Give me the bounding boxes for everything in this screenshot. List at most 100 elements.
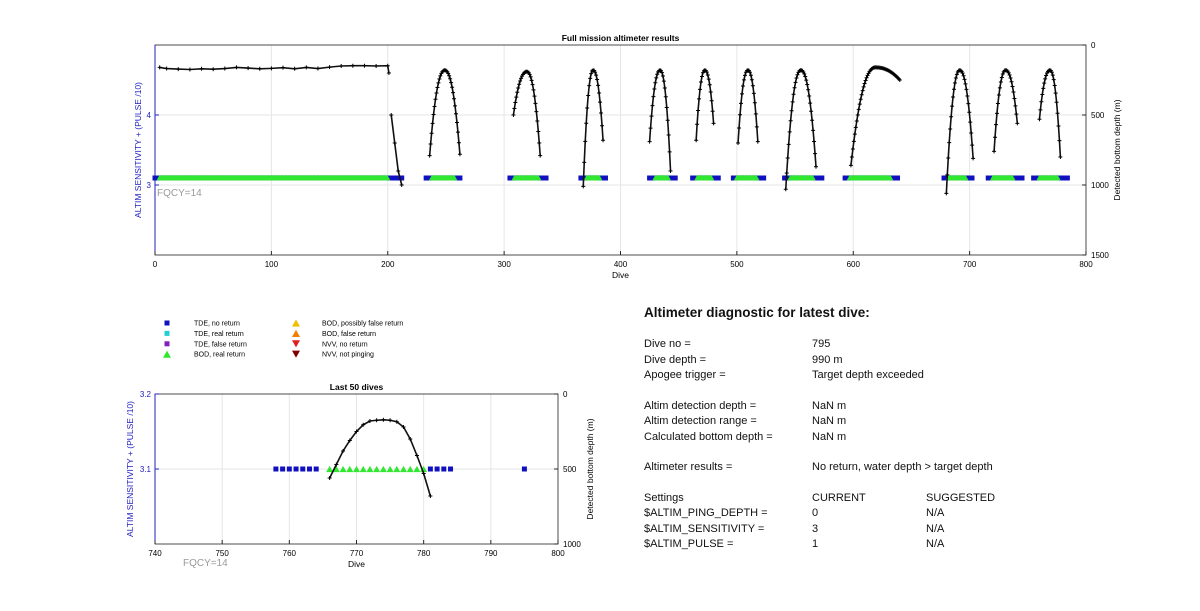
- depth-point: [711, 121, 716, 126]
- depth-point: [1043, 76, 1048, 81]
- apogee-value: Target depth exceeded: [812, 369, 924, 381]
- depth-point: [374, 64, 379, 68]
- bod-real-return-marker: [326, 465, 334, 473]
- legend-marker-tde-no-return: [164, 320, 170, 326]
- bod-real-return-marker: [535, 174, 542, 181]
- depth-point: [388, 418, 393, 423]
- depth-point: [361, 422, 366, 427]
- depth-point: [385, 63, 390, 68]
- depth-point: [1012, 96, 1017, 101]
- depth-point: [661, 79, 666, 84]
- depth-point: [362, 63, 367, 68]
- depth-point: [649, 114, 654, 119]
- depth-point: [651, 94, 656, 99]
- pulse-label: $ALTIM_PULSE =: [644, 538, 734, 550]
- depth-point: [533, 101, 538, 106]
- depth-point: [964, 87, 969, 92]
- depth-point: [652, 87, 657, 92]
- depth-point: [807, 93, 812, 98]
- depth-point: [408, 437, 413, 441]
- depth-point: [993, 135, 998, 140]
- tde-no-return-marker: [819, 175, 825, 181]
- depth-point: [1040, 92, 1045, 97]
- depth-point: [790, 99, 795, 104]
- depth-point: [347, 438, 352, 443]
- depth-point: [663, 94, 668, 99]
- depth-point: [793, 80, 798, 85]
- depth-point: [399, 183, 404, 187]
- detection-range-label: Altim detection range =: [644, 415, 757, 427]
- depth-point: [864, 75, 869, 80]
- x-tick-label: 400: [614, 260, 628, 269]
- depth-point: [753, 111, 758, 116]
- bod-real-return-marker: [379, 465, 387, 473]
- depth-point: [856, 107, 861, 112]
- depth-point: [852, 132, 857, 137]
- depth-point: [456, 140, 461, 145]
- dive-no-label: Dive no =: [644, 338, 691, 350]
- depth-point: [848, 163, 853, 168]
- x-tick-label: 600: [847, 260, 861, 269]
- depth-point: [392, 141, 397, 145]
- bod-real-return-marker: [962, 174, 969, 181]
- legend-label: NVV, not pinging: [322, 352, 374, 359]
- tde-no-return-marker: [521, 466, 527, 472]
- pulse-suggested: N/A: [926, 538, 945, 550]
- depth-point: [449, 80, 454, 85]
- legend-label: NVV, no return: [322, 341, 368, 348]
- depth-point: [949, 114, 954, 119]
- depth-point: [662, 85, 667, 90]
- x-tick-label: 200: [381, 260, 395, 269]
- depth-point: [453, 103, 458, 108]
- depth-point: [427, 153, 432, 158]
- diagnostic-title: Altimeter diagnostic for latest dive:: [644, 305, 870, 320]
- bod-real-return-marker: [332, 465, 340, 473]
- depth-point: [454, 120, 459, 125]
- results-label: Altimeter results =: [644, 461, 733, 473]
- diag-row-results: Altimeter results = No return, water dep…: [644, 460, 1064, 476]
- depth-point: [814, 164, 819, 169]
- depth-point: [709, 98, 714, 103]
- tde-no-return-marker: [293, 466, 299, 472]
- depth-point: [582, 160, 587, 165]
- depth-point: [784, 170, 789, 175]
- depth-point: [741, 77, 746, 82]
- legend-marker-bod-possibly-false-return: [292, 319, 300, 327]
- depth-point: [394, 419, 399, 424]
- chart-title: Full mission altimeter results: [562, 33, 680, 43]
- depth-point: [421, 471, 426, 476]
- depth-point: [808, 101, 813, 106]
- depth-point: [795, 72, 800, 77]
- depth-point: [963, 81, 968, 86]
- depth-point: [598, 100, 603, 105]
- depth-point: [414, 453, 419, 458]
- depth-point: [281, 65, 286, 70]
- tde-no-return-marker: [300, 466, 306, 472]
- y-right-tick-label: 500: [1091, 111, 1105, 120]
- depth-point: [453, 111, 458, 116]
- depth-point: [969, 131, 974, 136]
- depth-point: [1007, 72, 1012, 77]
- fqcy-annotation: FQCY=14: [183, 558, 228, 569]
- depth-point: [164, 66, 169, 71]
- y-left-axis-label: ALTIM SENSITIVITY + (PULSE /10): [133, 82, 143, 218]
- bod-real-return-marker: [400, 465, 408, 473]
- depth-point: [995, 101, 1000, 106]
- current-header: CURRENT: [812, 491, 866, 504]
- x-tick-label: 0: [153, 260, 158, 269]
- tde-no-return-marker: [427, 466, 433, 472]
- depth-point: [1056, 124, 1061, 129]
- depth-point: [739, 91, 744, 96]
- depth-point: [696, 108, 701, 113]
- tde-no-return-marker: [306, 466, 312, 472]
- depth-point: [529, 78, 534, 83]
- legend-label: TDE, false return: [194, 341, 247, 348]
- depth-point: [665, 118, 670, 123]
- depth-point: [754, 124, 759, 129]
- sensitivity-current: 3: [812, 522, 819, 535]
- bod-real-return-marker: [413, 465, 421, 473]
- depth-point: [597, 90, 602, 95]
- diag-row-dive-no: Dive no = 795: [644, 337, 1064, 353]
- depth-point: [647, 139, 652, 144]
- depth-point: [211, 67, 216, 72]
